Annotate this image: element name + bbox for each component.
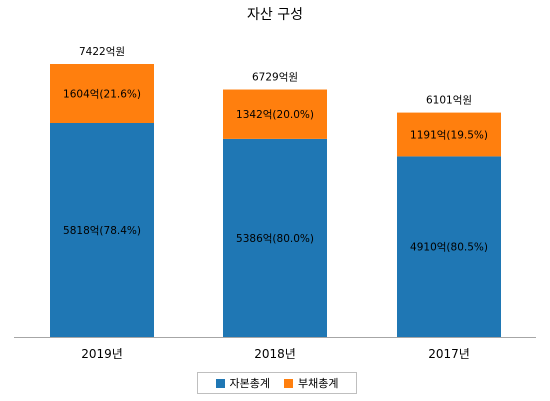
total-label-2: 6101억원 bbox=[426, 95, 472, 107]
bar-liabilities-0 bbox=[50, 64, 154, 123]
bar-equity-1 bbox=[223, 138, 327, 337]
bar-equity-2 bbox=[397, 156, 501, 337]
x-tick-label-2: 2017년 bbox=[428, 347, 470, 361]
chart-title: 자산 구성 bbox=[247, 7, 303, 23]
data-label-equity-0: 5818억(78.4%) bbox=[63, 225, 141, 237]
legend-swatch-equity bbox=[215, 378, 225, 388]
x-tick-label-1: 2018년 bbox=[254, 347, 296, 361]
data-label-liabilities-2: 1191억(19.5%) bbox=[410, 129, 488, 141]
total-label-0: 7422억원 bbox=[79, 46, 125, 58]
legend: 자본총계 부채총계 bbox=[197, 372, 357, 394]
data-label-liabilities-1: 1342억(20.0%) bbox=[236, 109, 314, 121]
total-label-1: 6729억원 bbox=[252, 72, 298, 84]
bar-equity-0 bbox=[50, 122, 154, 337]
legend-item-equity: 자본총계 bbox=[215, 375, 270, 391]
bar-liabilities-2 bbox=[397, 112, 501, 157]
legend-label-equity: 자본총계 bbox=[229, 377, 270, 390]
data-label-equity-2: 4910억(80.5%) bbox=[410, 242, 488, 254]
data-label-equity-1: 5386억(80.0%) bbox=[236, 233, 314, 245]
legend-item-liabilities: 부채총계 bbox=[284, 375, 338, 391]
data-label-liabilities-0: 1604억(21.6%) bbox=[63, 88, 141, 100]
bar-liabilities-1 bbox=[223, 89, 327, 139]
legend-swatch-liabilities bbox=[284, 378, 293, 388]
legend-label-liabilities: 부채총계 bbox=[298, 377, 339, 390]
x-tick-label-0: 2019년 bbox=[81, 347, 123, 361]
